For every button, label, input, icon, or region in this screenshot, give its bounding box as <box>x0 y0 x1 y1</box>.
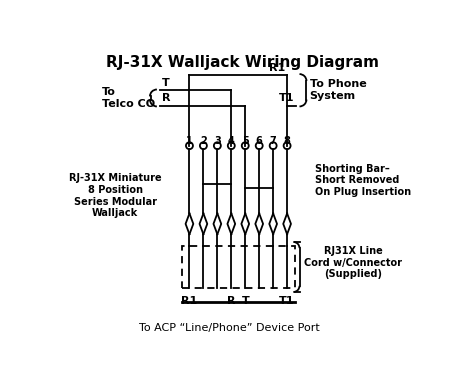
Text: R: R <box>162 93 170 103</box>
Text: RJ31X Line
Cord w/Connector
(Supplied): RJ31X Line Cord w/Connector (Supplied) <box>304 246 402 279</box>
Text: RJ-31X Walljack Wiring Diagram: RJ-31X Walljack Wiring Diagram <box>107 55 379 70</box>
Text: To ACP “Line/Phone” Device Port: To ACP “Line/Phone” Device Port <box>139 323 320 333</box>
Text: 1: 1 <box>186 136 193 146</box>
Text: RJ-31X Miniature
8 Position
Series Modular
Walljack: RJ-31X Miniature 8 Position Series Modul… <box>69 173 161 218</box>
Text: T1: T1 <box>279 296 295 306</box>
Text: To
Telco CO: To Telco CO <box>102 87 155 109</box>
Text: 5: 5 <box>242 136 249 146</box>
Text: R1: R1 <box>269 63 285 73</box>
Text: T: T <box>162 78 169 88</box>
Text: 4: 4 <box>228 136 235 146</box>
Text: R1: R1 <box>182 296 198 306</box>
Text: T: T <box>241 296 249 306</box>
Text: 3: 3 <box>214 136 221 146</box>
Text: 8: 8 <box>283 136 291 146</box>
Text: T1: T1 <box>279 93 294 103</box>
Text: 7: 7 <box>270 136 276 146</box>
Text: To Phone
System: To Phone System <box>310 79 366 101</box>
Text: R: R <box>227 296 236 306</box>
Text: 6: 6 <box>256 136 263 146</box>
Text: 2: 2 <box>200 136 207 146</box>
Text: Shorting Bar–
Short Removed
On Plug Insertion: Shorting Bar– Short Removed On Plug Inse… <box>315 164 411 197</box>
